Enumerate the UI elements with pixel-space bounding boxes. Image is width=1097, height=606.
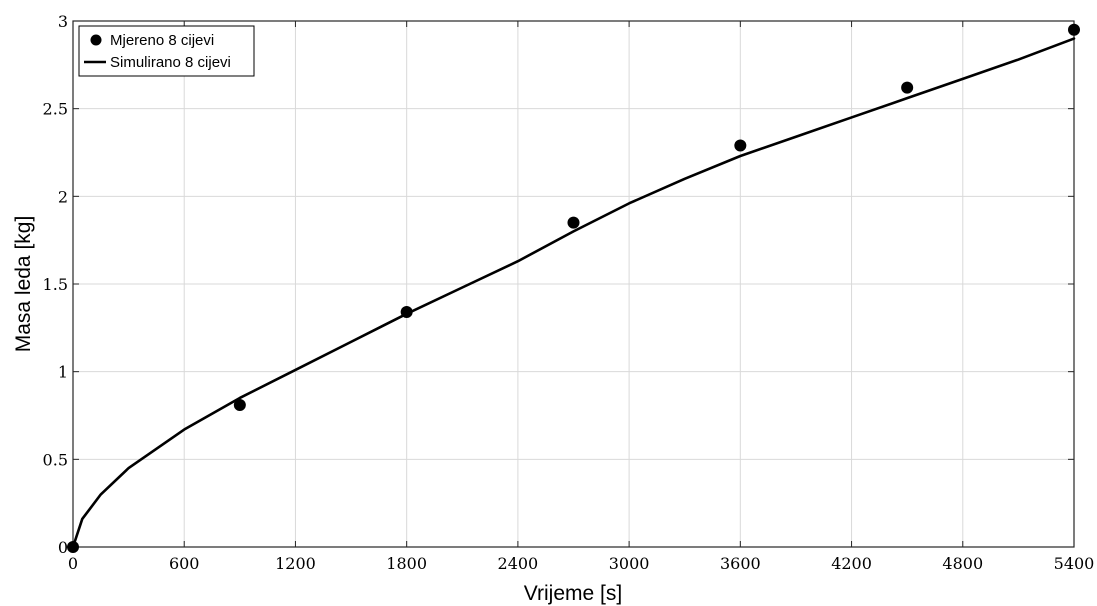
measured-point bbox=[734, 139, 747, 152]
legend-box bbox=[78, 25, 255, 77]
y-tick-label: 0 bbox=[58, 538, 68, 557]
y-tick-label: 3 bbox=[58, 12, 68, 31]
y-tick-label: 2 bbox=[58, 187, 68, 206]
x-tick-label: 1800 bbox=[386, 554, 427, 573]
x-tick-label: 3000 bbox=[609, 554, 650, 573]
y-tick-label: 1.5 bbox=[43, 275, 68, 294]
measured-point bbox=[901, 81, 914, 94]
series-layer bbox=[67, 23, 1080, 553]
legend-label-simulirano: Simulirano 8 cijevi bbox=[110, 54, 231, 71]
x-tick-label: 5400 bbox=[1054, 554, 1095, 573]
x-axis: 0 600 1200 1800 2400 3000 3600 4200 4800 5400 bbox=[68, 21, 1094, 573]
measured-point bbox=[567, 216, 580, 229]
y-tick-label: 2.5 bbox=[43, 100, 68, 119]
measured-point bbox=[67, 541, 79, 553]
y-axis-label: Masa leda [kg] bbox=[12, 216, 35, 353]
x-tick-label: 4800 bbox=[942, 554, 983, 573]
x-tick-label: 4200 bbox=[831, 554, 872, 573]
y-tick-label: 0.5 bbox=[43, 450, 68, 469]
x-tick-label: 600 bbox=[169, 554, 200, 573]
x-tick-label: 2400 bbox=[498, 554, 539, 573]
measured-point bbox=[400, 306, 413, 319]
simulated-line bbox=[71, 37, 1076, 549]
legend-label-mjereno: Mjereno 8 cijevi bbox=[110, 32, 214, 49]
measured-point bbox=[1068, 23, 1080, 36]
legend-marker-mjereno bbox=[90, 34, 102, 46]
x-axis-label: Vrijeme [s] bbox=[524, 582, 622, 605]
measured-point bbox=[233, 398, 246, 411]
y-tick-label: 1 bbox=[58, 363, 68, 382]
grid bbox=[73, 21, 1074, 547]
x-tick-label: 3600 bbox=[720, 554, 761, 573]
legend: Mjereno 8 cijevi Simulirano 8 cijevi bbox=[78, 25, 255, 77]
x-tick-label: 1200 bbox=[275, 554, 316, 573]
y-axis: 0 0.5 1 1.5 2 2.5 3 bbox=[43, 12, 1074, 557]
x-tick-label: 0 bbox=[68, 554, 78, 573]
